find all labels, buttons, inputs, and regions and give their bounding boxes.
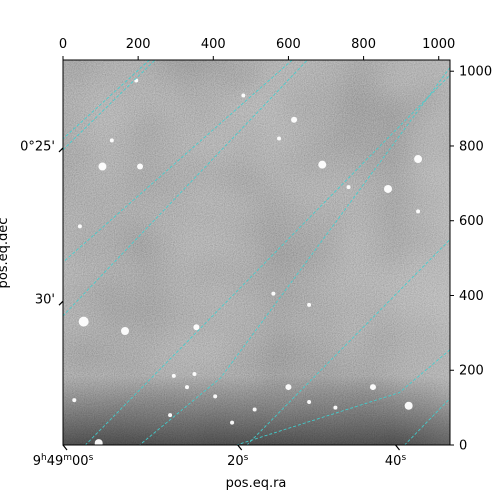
right-pixel-axis: 0 200 400 600 800 1000 bbox=[450, 65, 492, 454]
ra-grid-line bbox=[235, 349, 450, 445]
ra-tick-label: 20s bbox=[227, 453, 249, 469]
star-source bbox=[78, 316, 89, 327]
right-tick-label: 400 bbox=[459, 289, 484, 304]
star-source bbox=[77, 224, 82, 229]
star-source bbox=[333, 405, 338, 410]
star-source bbox=[252, 407, 257, 412]
star-source bbox=[192, 371, 197, 376]
y-axis-label: pos.eq.dec bbox=[0, 218, 11, 289]
dec-tick-label: 0°25' bbox=[20, 139, 55, 154]
plot-frame bbox=[62, 59, 451, 446]
right-tick-label: 1000 bbox=[459, 65, 492, 80]
dec-axis: 0°25' 30' bbox=[20, 139, 64, 308]
dec-tick-mark bbox=[58, 147, 64, 153]
star-source bbox=[94, 439, 103, 445]
dec-grid-line bbox=[246, 238, 450, 445]
star-source bbox=[271, 291, 276, 296]
ra-tick-mark bbox=[237, 444, 243, 451]
x-axis-label: pos.eq.ra bbox=[226, 476, 287, 491]
star-source bbox=[346, 185, 351, 190]
star-source bbox=[404, 401, 413, 410]
star-source bbox=[285, 384, 292, 391]
star-source bbox=[109, 138, 114, 143]
star-source bbox=[307, 302, 312, 307]
star-source bbox=[137, 163, 144, 170]
star-source bbox=[384, 184, 393, 193]
star-source bbox=[193, 324, 200, 331]
top-tick-label: 1000 bbox=[422, 37, 455, 52]
star-source bbox=[277, 136, 282, 141]
dec-tick-mark bbox=[58, 300, 64, 306]
ra-axis: 9h49m00s 20s 40s bbox=[33, 444, 407, 469]
star-source bbox=[168, 413, 173, 418]
image-right-shading bbox=[63, 60, 450, 445]
ra-tick-mark bbox=[62, 444, 68, 451]
star-source bbox=[318, 160, 327, 169]
ra-tick-label: 9h49m00s bbox=[33, 453, 94, 469]
right-tick-label: 800 bbox=[459, 139, 484, 154]
star-source bbox=[230, 420, 235, 425]
star-source bbox=[241, 93, 246, 98]
star-source bbox=[184, 385, 189, 390]
plot-area bbox=[63, 60, 450, 445]
star-source bbox=[414, 155, 423, 164]
ra-grid-line bbox=[63, 60, 293, 263]
star-source bbox=[213, 394, 218, 399]
dec-grid-line bbox=[404, 397, 450, 445]
star-source bbox=[307, 400, 312, 405]
star-source bbox=[72, 398, 77, 403]
dec-tick-label: 30' bbox=[35, 293, 55, 308]
star-source bbox=[98, 162, 107, 171]
star-source bbox=[416, 209, 421, 214]
ra-grid-line bbox=[138, 67, 450, 445]
dec-grid-line bbox=[63, 60, 309, 317]
point-sources bbox=[72, 78, 423, 445]
top-tick-label: 600 bbox=[276, 37, 301, 52]
dec-grid-line bbox=[84, 74, 450, 445]
top-tick-label: 800 bbox=[351, 37, 376, 52]
ra-grid-line bbox=[63, 60, 150, 140]
star-source bbox=[369, 384, 376, 391]
top-tick-label: 400 bbox=[201, 37, 226, 52]
coordinate-grid bbox=[63, 60, 450, 445]
star-source bbox=[120, 326, 129, 335]
top-tick-label: 200 bbox=[126, 37, 151, 52]
ra-tick-mark bbox=[395, 444, 400, 451]
top-pixel-axis: 0 200 400 600 800 1000 bbox=[59, 37, 455, 60]
right-tick-label: 200 bbox=[459, 364, 484, 379]
right-tick-label: 0 bbox=[459, 439, 467, 454]
dec-grid-line bbox=[63, 60, 156, 151]
right-tick-label: 600 bbox=[459, 214, 484, 229]
star-source bbox=[291, 116, 298, 123]
top-tick-label: 0 bbox=[59, 37, 67, 52]
ra-tick-label: 40s bbox=[385, 453, 407, 469]
star-source bbox=[171, 373, 176, 378]
